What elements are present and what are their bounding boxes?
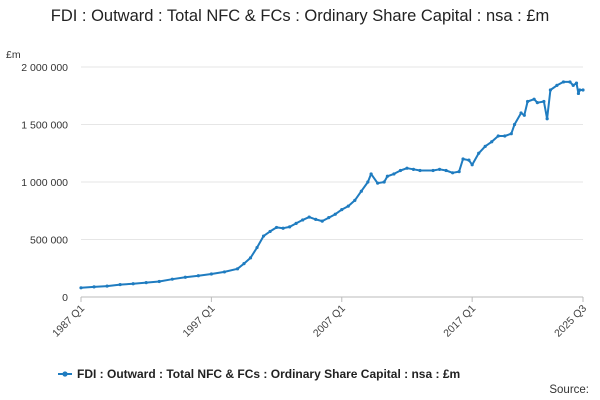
data-point — [353, 198, 357, 202]
data-point — [525, 99, 530, 104]
data-point — [467, 158, 471, 162]
data-point — [581, 88, 585, 92]
data-point — [369, 172, 373, 176]
data-point — [242, 262, 246, 266]
data-point — [522, 113, 526, 117]
data-point — [235, 267, 240, 271]
y-tick-label: 1 500 000 — [21, 120, 68, 132]
data-point — [470, 163, 474, 167]
data-point — [281, 226, 285, 230]
data-point — [490, 140, 494, 144]
data-point — [483, 144, 487, 148]
data-point — [294, 221, 298, 225]
data-point — [542, 99, 546, 104]
data-point — [477, 151, 481, 155]
data-point — [376, 181, 380, 185]
data-point — [576, 91, 581, 96]
data-point — [509, 132, 513, 136]
data-point — [314, 217, 318, 221]
data-point — [385, 174, 390, 178]
series-line — [80, 80, 583, 289]
data-point — [157, 279, 161, 284]
data-point — [392, 172, 396, 176]
data-point — [144, 281, 148, 285]
data-point — [255, 245, 259, 250]
data-point — [512, 122, 517, 127]
data-point — [333, 212, 337, 216]
data-point — [196, 274, 200, 278]
data-point — [568, 80, 572, 84]
data-point — [92, 285, 96, 289]
data-point — [451, 171, 455, 175]
data-point — [183, 275, 187, 279]
data-point — [431, 168, 435, 173]
data-point — [496, 134, 500, 138]
data-point — [405, 166, 409, 170]
data-point — [532, 97, 536, 101]
x-tick-label: 2007 Q1 — [311, 303, 348, 340]
data-point — [307, 215, 311, 219]
data-point — [288, 225, 292, 229]
data-point — [571, 83, 575, 87]
legend-marker — [62, 371, 68, 377]
data-point — [519, 111, 523, 115]
gridlines — [81, 66, 583, 298]
data-point — [222, 270, 227, 274]
data-point — [366, 180, 370, 184]
data-point — [131, 282, 135, 286]
data-point — [535, 101, 539, 105]
data-point — [320, 219, 324, 223]
data-point — [548, 88, 553, 92]
source-label: Source: — [549, 384, 589, 396]
data-point — [574, 81, 579, 85]
x-tick-label: 2025 Q3 — [552, 303, 589, 340]
legend[interactable]: FDI : Outward : Total NFC & FCs : Ordina… — [58, 367, 460, 381]
series-group — [79, 80, 585, 290]
data-point — [561, 80, 566, 84]
data-point — [327, 216, 331, 220]
y-tick-label: 0 — [62, 292, 68, 304]
y-tick-label: 1 000 000 — [21, 177, 68, 189]
data-point — [411, 167, 416, 171]
legend-label: FDI : Outward : Total NFC & FCs : Ordina… — [77, 367, 460, 381]
data-point — [545, 117, 549, 121]
data-point — [248, 256, 253, 260]
data-point — [261, 234, 266, 238]
data-point — [79, 286, 83, 290]
y-axis-ticks: 0 500 000 1 000 000 1 500 000 2 000 000 — [21, 62, 68, 304]
data-point — [209, 272, 213, 276]
x-tick-label: 2017 Q1 — [441, 303, 478, 340]
data-point — [274, 225, 279, 230]
data-point — [578, 88, 582, 92]
data-point — [359, 189, 363, 193]
y-tick-label: 500 000 — [30, 235, 68, 247]
data-point — [503, 134, 507, 138]
data-point — [170, 277, 174, 281]
data-point — [118, 282, 122, 287]
data-point — [301, 218, 305, 222]
data-point — [418, 168, 422, 173]
data-point — [382, 180, 386, 184]
chart-title: FDI : Outward : Total NFC & FCs : Ordina… — [50, 7, 550, 25]
data-point — [105, 284, 109, 288]
data-point — [437, 167, 442, 171]
x-tick-label: 1997 Q1 — [181, 303, 218, 340]
data-point — [555, 83, 559, 87]
data-point — [268, 229, 272, 234]
data-point — [340, 208, 344, 212]
y-axis-label: £m — [6, 49, 21, 61]
x-tick-label: 1987 Q1 — [50, 303, 87, 340]
data-point — [461, 157, 465, 161]
data-point — [444, 168, 448, 173]
data-point — [398, 168, 403, 173]
data-point — [457, 170, 461, 174]
x-axis-ticks: 1987 Q1 1997 Q1 2007 Q1 2017 Q1 2025 Q3 — [50, 297, 589, 340]
data-point — [346, 204, 350, 208]
y-tick-label: 2 000 000 — [21, 62, 68, 74]
